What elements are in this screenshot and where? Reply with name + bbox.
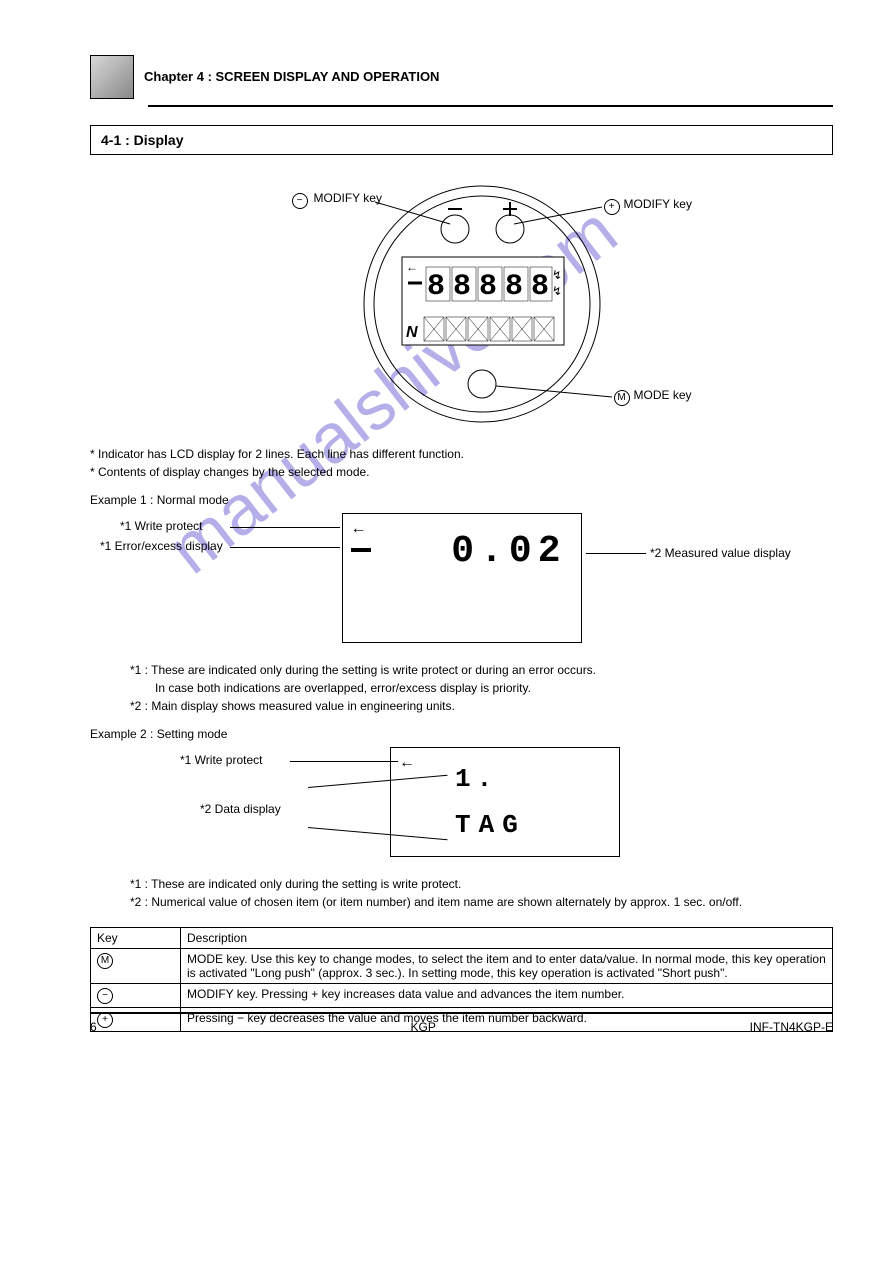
lcd2-subvalue: TAG [455,810,526,840]
table-header-desc: Description [181,928,833,949]
m-circled-icon: M [614,390,630,406]
lcd-example-2: ← 1. TAG [390,747,620,857]
table-header-key: Key [91,928,181,949]
lcd1-label-write-protect: *1 Write protect [120,519,202,533]
page-header: Chapter 4 : SCREEN DISPLAY AND OPERATION [90,55,833,99]
example1-title: Example 1 : Normal mode [90,493,833,507]
svg-text:←: ← [406,260,418,274]
lcd2-value: 1. [455,764,498,794]
chapter-marker-square [90,55,134,99]
example2-title: Example 2 : Setting mode [90,727,833,741]
svg-text:8: 8 [505,270,523,304]
lcd1-value: 0.02 [451,530,566,573]
section-title-box: 4-1 : Display [90,125,833,155]
note2-1: *1 : These are indicated only during the… [130,877,833,891]
chapter-title: Chapter 4 : SCREEN DISPLAY AND OPERATION [144,69,439,86]
key-description-table: Key Description M MODE key. Use this key… [90,927,833,1032]
plus-key-icon: + [97,1012,113,1028]
svg-text:↯: ↯ [552,284,562,298]
intro-line-1: * Indicator has LCD display for 2 lines.… [90,447,833,461]
note-2: *2 : Main display shows measured value i… [130,699,833,713]
svg-text:↯: ↯ [552,268,562,282]
mode-key-label: MODE key [634,388,692,402]
lcd1-label-error: *1 Error/excess display [100,539,223,553]
table-cell: Pressing − key decreases the value and m… [181,1008,833,1032]
svg-text:8: 8 [479,270,497,304]
header-rule [148,105,833,107]
table-row: + Pressing − key decreases the value and… [91,1008,833,1032]
svg-text:8: 8 [453,270,471,304]
svg-text:N: N [406,324,418,341]
minus-key-icon: − [97,988,113,1004]
lcd2-label-write-protect: *1 Write protect [180,753,262,767]
intro-line-2: * Contents of display changes by the sel… [90,465,833,479]
modify-key-label-right: MODIFY key [624,197,692,211]
table-row: − MODIFY key. Pressing + key increases d… [91,984,833,1008]
lcd2-label-data: *2 Data display [200,802,281,816]
m-key-icon: M [97,953,113,969]
lcd1-label-measured: *2 Measured value display [650,546,791,560]
arrow-left-icon-2: ← [399,754,415,772]
device-figure: 8 8 8 8 8 ← ↯ ↯ N [252,169,672,439]
arrow-left-icon: ← [351,520,367,538]
note-1a: *1 : These are indicated only during the… [130,663,833,677]
svg-text:8: 8 [531,270,549,304]
minus-icon [351,542,371,556]
note2-2: *2 : Numerical value of chosen item (or … [130,895,833,909]
table-row: M MODE key. Use this key to change modes… [91,949,833,984]
note-1b: In case both indications are overlapped,… [155,681,833,695]
minus-circled-icon: − [292,193,308,209]
table-cell: MODIFY key. Pressing + key increases dat… [181,984,833,1008]
lcd-example-1: ← 0.02 [342,513,582,643]
table-cell: MODE key. Use this key to change modes, … [181,949,833,984]
modify-key-label-left: MODIFY key [314,191,382,205]
plus-circled-icon: + [604,199,620,215]
svg-text:8: 8 [427,270,445,304]
